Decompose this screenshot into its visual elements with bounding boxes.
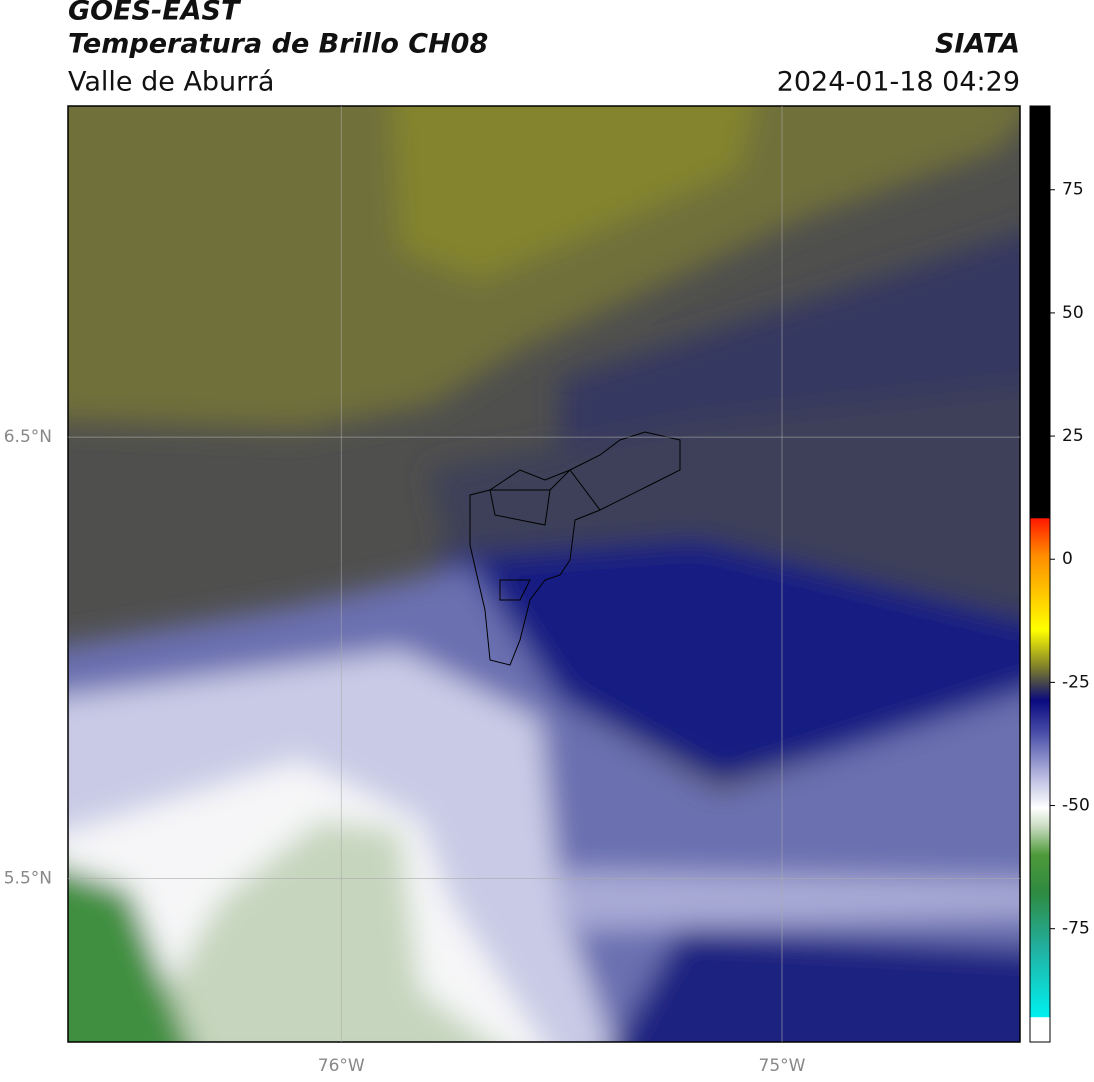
- title: GOES-EAST: [68, 0, 242, 27]
- colorbar: [1029, 105, 1051, 1043]
- colorbar-tick-label: 50: [1062, 303, 1084, 323]
- colorbar-tick-label: -50: [1062, 796, 1090, 816]
- map-frame: [67, 105, 1021, 1043]
- lon-label: 76°W: [318, 1056, 365, 1076]
- datetime: 2024-01-18 04:29: [777, 67, 1020, 98]
- region: Valle de Aburrá: [68, 67, 274, 98]
- subtitle: Temperatura de Brillo CH08: [68, 29, 488, 60]
- colorbar-tick-label: 0: [1062, 549, 1073, 569]
- colorbar-tick-label: -25: [1062, 672, 1090, 692]
- colorbar-tick-label: 25: [1062, 426, 1084, 446]
- source: SIATA: [935, 29, 1020, 60]
- colorbar-tick-label: 75: [1062, 180, 1084, 200]
- lat-label: 5.5°N: [4, 869, 52, 889]
- satellite-image: [68, 106, 1020, 1042]
- lon-label: 75°W: [759, 1056, 806, 1076]
- colorbar-tick-label: -75: [1062, 919, 1090, 939]
- municipal-boundaries: [469, 431, 681, 666]
- lat-label: 6.5°N: [4, 427, 52, 447]
